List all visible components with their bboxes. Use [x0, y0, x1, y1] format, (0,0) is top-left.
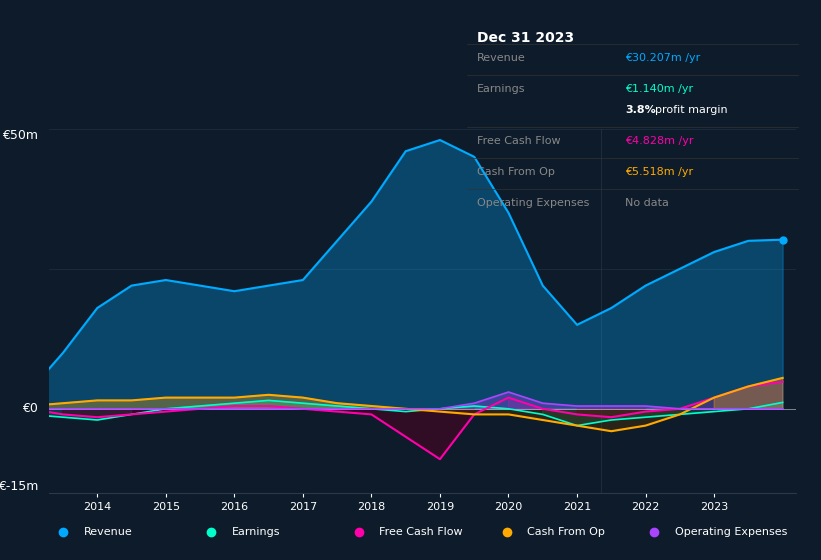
Text: €4.828m /yr: €4.828m /yr: [626, 136, 694, 146]
Text: Earnings: Earnings: [232, 527, 280, 537]
Text: Cash From Op: Cash From Op: [477, 167, 555, 177]
Text: €5.518m /yr: €5.518m /yr: [626, 167, 694, 177]
Text: Operating Expenses: Operating Expenses: [675, 527, 787, 537]
Text: €1.140m /yr: €1.140m /yr: [626, 85, 694, 94]
Text: Free Cash Flow: Free Cash Flow: [477, 136, 561, 146]
Text: €50m: €50m: [2, 129, 38, 142]
Text: €-15m: €-15m: [0, 480, 38, 493]
Text: Operating Expenses: Operating Expenses: [477, 198, 589, 208]
Text: profit margin: profit margin: [654, 105, 727, 115]
Text: Revenue: Revenue: [84, 527, 133, 537]
Text: Earnings: Earnings: [477, 85, 525, 94]
Text: €0: €0: [22, 402, 38, 416]
Text: 3.8%: 3.8%: [626, 105, 656, 115]
Text: No data: No data: [626, 198, 669, 208]
Text: €30.207m /yr: €30.207m /yr: [626, 53, 700, 63]
Text: Revenue: Revenue: [477, 53, 525, 63]
Text: Cash From Op: Cash From Op: [527, 527, 605, 537]
Text: Dec 31 2023: Dec 31 2023: [477, 31, 574, 45]
Text: Free Cash Flow: Free Cash Flow: [379, 527, 463, 537]
